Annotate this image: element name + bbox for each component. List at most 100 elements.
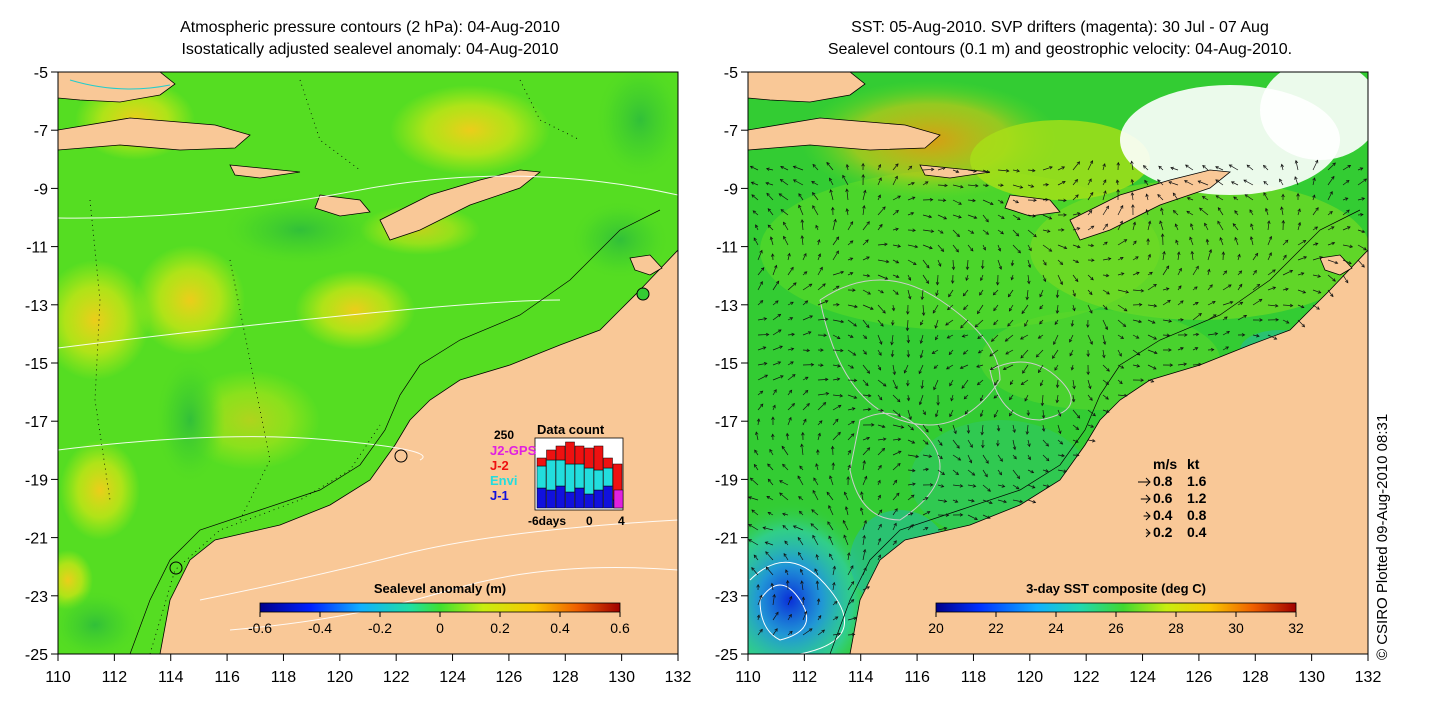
- lon-tick-label: 122: [383, 669, 410, 686]
- right-title-line2: Sealevel contours (0.1 m) and geostrophi…: [827, 41, 1293, 58]
- velocity-legend-kt: 0.4: [1187, 524, 1207, 540]
- lon-tick-label: 132: [1355, 669, 1382, 686]
- lon-tick-label: 114: [848, 669, 874, 686]
- left-melville-island: [629, 254, 663, 276]
- lon-tick-label: 110: [45, 669, 71, 686]
- lon-tick-label: 122: [1073, 669, 1100, 686]
- colorbar-tick-label: 20: [928, 620, 944, 636]
- velocity-legend-header-kt: kt: [1187, 456, 1200, 472]
- data-count-bar: [574, 487, 585, 509]
- lat-tick-label: -5: [724, 65, 738, 82]
- lat-tick-label: -17: [715, 414, 738, 431]
- lat-tick-label: -23: [25, 589, 48, 606]
- data-count-bar: [584, 493, 594, 509]
- data-count-bar: [613, 489, 624, 509]
- data-count-bar: [555, 485, 566, 509]
- colorbar-tick-label: -0.6: [248, 620, 272, 636]
- data-count-bar: [603, 457, 613, 469]
- lon-tick-label: 116: [214, 669, 240, 686]
- lat-tick-label: -15: [25, 356, 48, 373]
- lon-tick-label: 112: [792, 669, 818, 686]
- lon-tick-label: 118: [961, 669, 987, 686]
- velocity-legend-kt: 1.2: [1187, 490, 1207, 506]
- lat-tick-label: -5: [34, 65, 48, 82]
- right-flores-island: [919, 164, 991, 179]
- colorbar-tick-label: 26: [1108, 620, 1124, 636]
- lat-tick-label: -15: [715, 356, 738, 373]
- left-tide-gauge-marker: [394, 449, 408, 463]
- velocity-legend-header-ms: m/s: [1153, 456, 1177, 472]
- right-colorbar-label: 3-day SST composite (deg C): [1026, 581, 1206, 596]
- lon-tick-label: 128: [552, 669, 579, 686]
- data-count-bar: [536, 457, 547, 467]
- lon-tick-label: 128: [1242, 669, 1269, 686]
- data-count-bar: [555, 459, 566, 487]
- data-count-bar: [565, 463, 575, 493]
- lat-tick-label: -25: [25, 647, 48, 664]
- velocity-legend-ms: 0.4: [1153, 507, 1173, 523]
- left-timor-island: [379, 169, 542, 241]
- right-title-line1: SST: 05-Aug-2010. SVP drifters (magenta)…: [851, 19, 1269, 36]
- data-count-legend-entry: J2-GPS: [490, 443, 537, 458]
- lon-tick-label: 120: [326, 669, 353, 686]
- data-count-bar: [593, 445, 604, 471]
- data-count-legend-entry: J-1: [490, 488, 509, 503]
- data-count-legend-entry: Envi: [490, 473, 517, 488]
- data-count-bar: [555, 445, 566, 461]
- data-count-bar: [565, 441, 575, 465]
- left-lesser-sunda-islands: [58, 117, 251, 151]
- right-map-area: [748, 72, 1368, 654]
- left-colorbar: Sealevel anomaly (m) -0.6 -0.4 -0.2 0 0.2 0.4…: [248, 581, 630, 636]
- colorbar-tick-label: 32: [1288, 620, 1304, 636]
- data-count-legend-entry: J-2: [490, 458, 509, 473]
- data-count-xtick: 4: [618, 514, 625, 528]
- left-flores-island: [229, 164, 301, 179]
- velocity-legend: m/s kt 0.8 1.60.6 1.20.4 0.80.2 0.4: [1138, 456, 1207, 540]
- velocity-legend-ms: 0.6: [1153, 490, 1173, 506]
- data-count-bar: [536, 487, 547, 509]
- data-count-title: Data count: [537, 422, 605, 437]
- right-lesser-sunda-islands: [748, 117, 941, 151]
- left-sumba-island: [314, 194, 371, 217]
- lat-tick-label: -9: [34, 181, 48, 198]
- colorbar-tick-label: -0.2: [368, 620, 392, 636]
- lat-tick-label: -11: [26, 240, 48, 257]
- credit-text: © CSIRO Plotted 09-Aug-2010 08:31: [1374, 413, 1391, 660]
- data-count-max-label: 250: [494, 428, 514, 442]
- lat-tick-label: -23: [715, 589, 738, 606]
- geostrophic-velocity-arrows: [748, 159, 1368, 637]
- lon-tick-label: 112: [102, 669, 128, 686]
- velocity-legend-ms: 0.2: [1153, 524, 1173, 540]
- data-count-bar: [546, 489, 556, 509]
- lat-tick-label: -9: [724, 181, 738, 198]
- lon-tick-label: 118: [271, 669, 297, 686]
- lon-tick-label: 116: [904, 669, 930, 686]
- lat-tick-label: -7: [724, 123, 738, 140]
- data-count-bar: [565, 491, 575, 509]
- left-title-line1: Atmospheric pressure contours (2 hPa): 0…: [180, 19, 560, 36]
- data-count-bar: [546, 459, 556, 491]
- data-count-bar: [584, 447, 594, 469]
- colorbar-tick-label: 0.4: [550, 620, 570, 636]
- lat-tick-label: -19: [715, 472, 738, 489]
- left-map-area: [58, 72, 678, 654]
- colorbar-tick-label: 28: [1168, 620, 1184, 636]
- colorbar-tick-label: 0: [436, 620, 444, 636]
- lon-tick-label: 130: [1298, 669, 1325, 686]
- lon-tick-label: 110: [735, 669, 761, 686]
- colorbar-tick-label: 0.6: [610, 620, 630, 636]
- colorbar-tick-label: 24: [1048, 620, 1064, 636]
- colorbar-tick-label: 0.2: [490, 620, 510, 636]
- lat-tick-label: -25: [715, 647, 738, 664]
- right-australia-landmass: [849, 249, 1368, 654]
- lon-tick-label: 130: [608, 669, 635, 686]
- lon-tick-label: 126: [1186, 669, 1213, 686]
- lat-tick-label: -11: [716, 240, 738, 257]
- velocity-legend-kt: 0.8: [1187, 507, 1207, 523]
- right-java-island: [748, 72, 866, 103]
- data-count-bar: [593, 489, 604, 509]
- lat-tick-label: -17: [25, 414, 48, 431]
- left-title-line2: Isostatically adjusted sealevel anomaly:…: [181, 41, 559, 58]
